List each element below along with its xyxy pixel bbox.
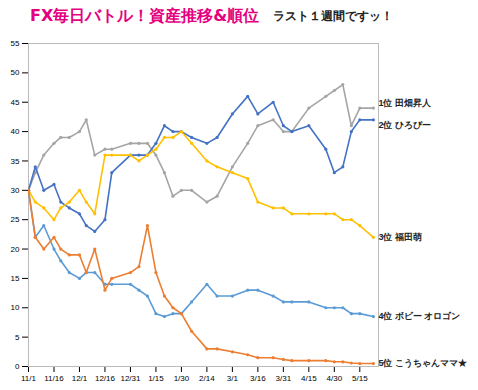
svg-text:12/16: 12/16 (95, 374, 116, 383)
svg-text:3位 福田萌: 3位 福田萌 (378, 232, 422, 242)
svg-text:5位 こうちゃんママ★: 5位 こうちゃんママ★ (378, 358, 468, 368)
svg-text:40: 40 (11, 127, 20, 136)
svg-text:55: 55 (11, 39, 20, 48)
svg-text:30: 30 (11, 186, 20, 195)
svg-text:15: 15 (11, 274, 20, 283)
html-text:ラスト１週間ですッ！: ラスト１週間ですッ！ (273, 9, 394, 23)
svg-text:12/1: 12/1 (72, 374, 88, 383)
svg-text:4/30: 4/30 (327, 374, 343, 383)
svg-text:20: 20 (11, 245, 20, 254)
svg-text:5: 5 (15, 333, 20, 342)
svg-text:2位 ひろぴー: 2位 ひろぴー (378, 120, 431, 130)
svg-text:3/16: 3/16 (250, 374, 266, 383)
svg-text:45: 45 (11, 98, 20, 107)
svg-text:10: 10 (11, 303, 20, 312)
svg-text:50: 50 (11, 68, 20, 77)
html-text:FX毎日バトル！資産推移&順位: FX毎日バトル！資産推移&順位 (30, 6, 260, 25)
svg-text:4位 ボビー オロゴン: 4位 ボビー オロゴン (378, 311, 460, 321)
svg-text:1位 田畑昇人: 1位 田畑昇人 (378, 98, 432, 108)
svg-text:35: 35 (11, 157, 20, 166)
svg-text:1/30: 1/30 (174, 374, 190, 383)
svg-text:5/15: 5/15 (352, 374, 368, 383)
svg-text:11/16: 11/16 (44, 374, 64, 383)
svg-text:3/1: 3/1 (227, 374, 239, 383)
svg-text:11/1: 11/1 (21, 374, 37, 383)
svg-text:3/31: 3/31 (276, 374, 292, 383)
svg-text:0: 0 (15, 362, 20, 371)
svg-text:1/15: 1/15 (148, 374, 164, 383)
svg-text:25: 25 (11, 215, 20, 224)
svg-text:12/31: 12/31 (120, 374, 141, 383)
svg-text:4/15: 4/15 (301, 374, 317, 383)
svg-text:2/14: 2/14 (199, 374, 215, 383)
